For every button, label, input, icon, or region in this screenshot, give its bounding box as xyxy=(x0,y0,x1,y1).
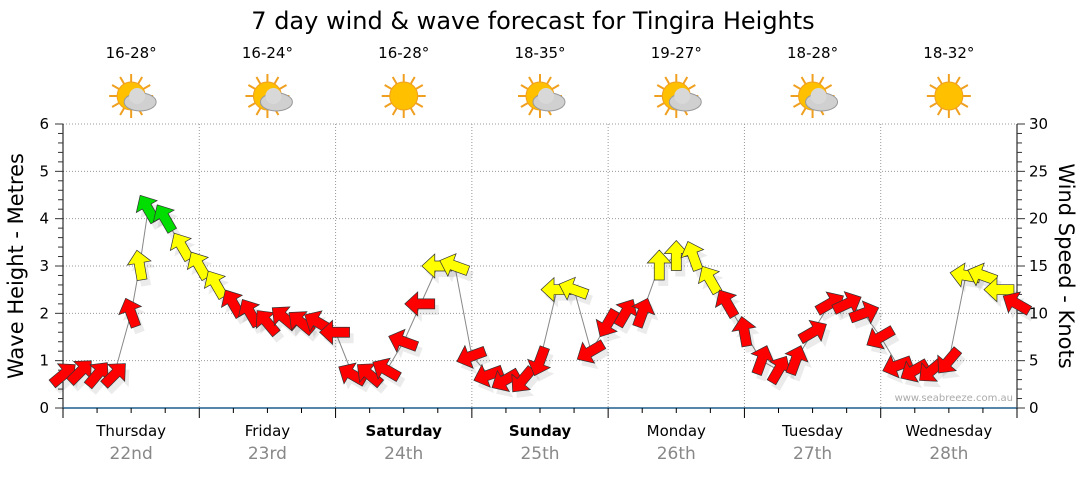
wind-arrow xyxy=(404,291,436,317)
wind-arrow-shadow xyxy=(941,352,966,379)
y2-tick-label: 30 xyxy=(1029,115,1048,133)
day-name: Friday xyxy=(245,422,291,440)
wind-arrow xyxy=(646,249,673,281)
wind-arrow xyxy=(848,300,880,325)
day-temperature: 18-35° xyxy=(514,44,565,62)
cloud-puff xyxy=(810,88,827,104)
y2-tick-label: 5 xyxy=(1029,352,1039,370)
cloud-puff xyxy=(674,88,691,104)
wind-arrow xyxy=(576,339,607,364)
day-temperature: 16-28° xyxy=(106,44,157,62)
wind-arrow xyxy=(631,297,656,329)
wind-arrow xyxy=(866,325,896,350)
y2-tick-label: 15 xyxy=(1029,257,1048,275)
day-name: Thursday xyxy=(95,422,166,440)
wind-arrow xyxy=(1002,291,1033,316)
partly-cloudy-icon xyxy=(518,74,566,118)
sun-disc xyxy=(934,81,964,111)
wind-arrow xyxy=(797,319,827,345)
day-date: 23rd xyxy=(248,444,287,464)
day-name: Monday xyxy=(647,422,706,440)
y-tick-label: 2 xyxy=(39,304,49,322)
wind-arrow xyxy=(169,232,195,263)
day-temperature: 16-24° xyxy=(242,44,293,62)
wind-arrow xyxy=(118,297,143,329)
watermark: www.seabreeze.com.au xyxy=(895,393,1013,404)
cloud-puff xyxy=(129,88,146,104)
wind-arrow xyxy=(714,289,740,319)
wind-arrow xyxy=(595,307,620,338)
wind-arrow xyxy=(697,265,723,296)
wind-arrow xyxy=(152,204,178,234)
cloud-puff xyxy=(265,88,282,104)
y-tick-label: 1 xyxy=(39,352,49,370)
wind-arrow xyxy=(456,344,488,369)
day-temperature: 18-32° xyxy=(923,44,974,62)
wind-arrow xyxy=(388,328,420,353)
day-name: Wednesday xyxy=(905,422,992,440)
y2-tick-label: 25 xyxy=(1029,162,1048,180)
wind-arrow xyxy=(319,319,350,346)
day-date: 24th xyxy=(384,444,423,464)
day-date: 26th xyxy=(657,444,696,464)
wind-arrow xyxy=(126,249,152,282)
chart-title: 7 day wind & wave forecast for Tingira H… xyxy=(251,7,814,35)
wind-arrow-shadow xyxy=(515,371,540,398)
wind-arrow xyxy=(558,276,590,301)
partly-cloudy-icon xyxy=(654,74,702,118)
sunny-icon xyxy=(926,74,971,118)
wind-arrow xyxy=(937,346,963,374)
wind-arrow xyxy=(100,363,126,389)
day-headers: 16-28° Thursday 22nd 16-24° Friday 23rd 16-28°… xyxy=(95,44,992,464)
day-date: 27th xyxy=(793,444,832,464)
wind-arrow xyxy=(527,345,552,377)
wind-arrow xyxy=(186,251,212,282)
partly-cloudy-icon xyxy=(109,74,157,118)
sunny-icon xyxy=(381,74,426,118)
wind-arrow xyxy=(491,367,522,393)
y2-tick-label: 0 xyxy=(1029,399,1039,417)
cloud-puff xyxy=(538,88,554,104)
wind-arrow xyxy=(680,241,705,272)
y-tick-label: 0 xyxy=(39,399,49,417)
y2-tick-label: 20 xyxy=(1029,210,1048,228)
day-name: Tuesday xyxy=(781,422,843,440)
y-axis-label: Wave Height - Metres xyxy=(4,153,28,379)
day-temperature: 19-27° xyxy=(651,44,702,62)
wind-arrow xyxy=(372,357,402,382)
day-date: 25th xyxy=(520,444,559,464)
day-name: Sunday xyxy=(509,422,572,440)
y2-tick-label: 10 xyxy=(1029,304,1048,322)
wind-arrow xyxy=(882,354,914,379)
y-tick-label: 3 xyxy=(39,257,49,275)
wind-arrow xyxy=(784,345,809,376)
day-date: 22nd xyxy=(110,444,153,464)
y-tick-label: 6 xyxy=(39,115,49,133)
y-tick-label: 4 xyxy=(39,210,49,228)
wind-arrow xyxy=(983,276,1015,303)
wind-arrow xyxy=(439,253,471,278)
axes: 0 1 2 3 4 5 6 0 5 10 15 20 25 30 xyxy=(39,115,1048,418)
day-date: 28th xyxy=(929,444,968,464)
wind-series xyxy=(48,194,1036,398)
day-temperature: 18-28° xyxy=(787,44,838,62)
y2-axis-label: Wind Speed - Knots xyxy=(1054,163,1078,368)
wind-arrow xyxy=(473,363,505,388)
y-tick-label: 5 xyxy=(39,162,49,180)
wind-arrow xyxy=(203,270,229,301)
day-name: Saturday xyxy=(366,422,443,440)
day-temperature: 16-28° xyxy=(378,44,429,62)
partly-cloudy-icon xyxy=(790,74,839,118)
sun-disc xyxy=(389,81,419,111)
wind-arrow xyxy=(731,316,757,348)
wind-arrow xyxy=(288,311,316,337)
partly-cloudy-icon xyxy=(245,74,293,118)
